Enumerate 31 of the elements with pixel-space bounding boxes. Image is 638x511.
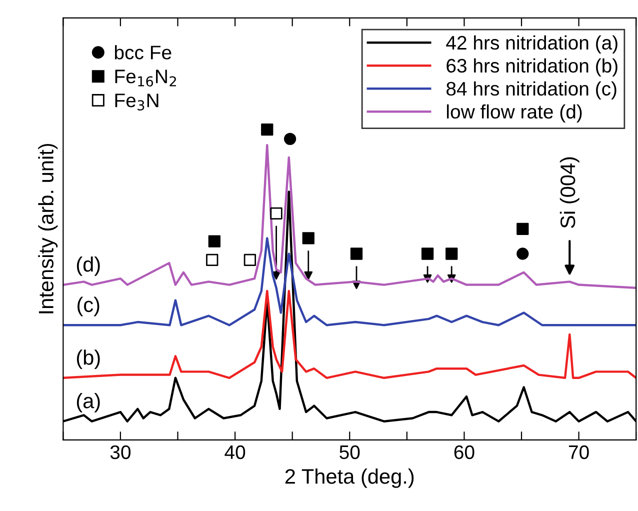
x-tick-label: 60 xyxy=(454,445,474,460)
point xyxy=(421,248,434,260)
point xyxy=(244,254,256,266)
point xyxy=(208,235,220,248)
legend-label: low flow rate (d) xyxy=(446,104,582,122)
legend-label: bcc Fe xyxy=(114,45,172,60)
point xyxy=(284,132,296,145)
annotation: (c) xyxy=(78,296,100,316)
annotation: (a) xyxy=(76,393,100,412)
point xyxy=(302,232,314,244)
point xyxy=(206,254,218,266)
annotation: (b) xyxy=(76,350,100,369)
legend-label: 42 hrs nitridation (a) xyxy=(446,35,618,54)
x-tick-label: 30 xyxy=(110,445,131,460)
legend-label: 84 hrs nitridation (c) xyxy=(446,81,616,100)
x-tick-label: 70 xyxy=(568,445,589,460)
annotation: Si (004) xyxy=(560,157,580,228)
point xyxy=(446,248,458,260)
legend-label: Fe$_{3}$N xyxy=(115,94,158,110)
legend-label: Fe$_{16}$N$_{2}$ xyxy=(115,70,176,86)
point xyxy=(516,248,529,260)
point xyxy=(270,207,282,220)
point xyxy=(261,124,274,136)
x-tick-label: 40 xyxy=(224,445,246,460)
legend-label: 63 hrs nitridation (b) xyxy=(446,58,618,76)
point xyxy=(516,222,529,235)
y-axis-title: Intensity (arb. unit) xyxy=(38,144,58,314)
x-tick-label: 50 xyxy=(340,445,360,460)
point xyxy=(350,248,363,260)
x-axis-title: 2 Theta (deg.) xyxy=(285,468,414,488)
annotation: (d) xyxy=(76,256,100,276)
